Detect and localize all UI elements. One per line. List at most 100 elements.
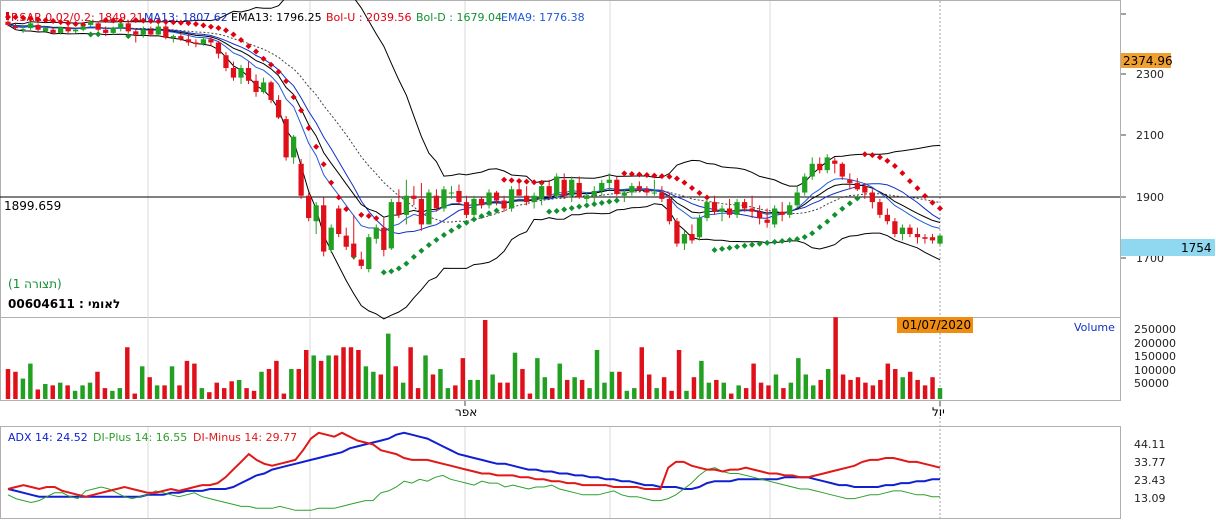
psar-dot	[132, 17, 139, 24]
candle-body	[764, 219, 770, 223]
psar-dot	[583, 202, 590, 209]
di-plus-legend-item: DI-Plus 14: 16.55	[93, 431, 187, 444]
volume-bar	[154, 385, 160, 399]
volume-bar	[199, 388, 205, 399]
psar-dot	[501, 176, 508, 183]
candle-body	[629, 186, 635, 193]
psar-dot	[816, 224, 823, 231]
volume-bar	[460, 358, 466, 399]
candle-body	[539, 186, 545, 199]
psar-dot	[711, 246, 718, 253]
volume-bar	[356, 349, 361, 399]
candle-body	[80, 26, 86, 30]
volume-bar	[564, 379, 570, 399]
psar-dot	[222, 27, 229, 34]
candle-body	[418, 198, 425, 225]
adx-tick: 23.43	[1134, 474, 1166, 487]
volume-bar	[438, 369, 443, 399]
volume-bar	[333, 355, 339, 399]
volume-bar	[229, 381, 234, 399]
psar-dot	[471, 216, 477, 223]
volume-bars	[5, 317, 943, 399]
volume-bar	[386, 333, 391, 399]
psar-dot	[613, 197, 620, 204]
volume-bar	[490, 374, 495, 399]
candle-body	[892, 221, 898, 235]
ema9-legend: EMA9: 1776.38	[501, 11, 585, 24]
candle-body	[343, 235, 349, 247]
candle-body	[178, 36, 184, 40]
candle-body	[306, 195, 312, 219]
volume-bar	[766, 385, 771, 399]
volume-bar	[848, 379, 853, 399]
psar-dot	[185, 20, 192, 27]
psar-dot	[365, 212, 372, 219]
candle-body	[794, 192, 800, 206]
volume-bar	[468, 379, 473, 399]
volume-bar	[139, 366, 145, 399]
volume-bar	[654, 388, 659, 399]
di-minus-line	[7, 431, 941, 498]
volume-bar	[117, 388, 123, 399]
candle-body	[50, 29, 56, 33]
volume-title: Volume	[1074, 321, 1115, 334]
psar-dot	[320, 161, 327, 168]
psar-dot	[418, 247, 425, 254]
candle-body	[659, 192, 665, 199]
candle-body	[569, 179, 575, 196]
psar-dot	[734, 243, 741, 250]
candle-body	[937, 235, 943, 244]
candle-body	[140, 29, 146, 35]
candle-body	[441, 189, 447, 209]
candle-body	[426, 192, 432, 225]
adx-lines	[7, 431, 941, 511]
candle-body	[336, 208, 342, 235]
candle-body	[839, 163, 845, 177]
volume-bar	[430, 374, 436, 399]
volume-bar	[870, 385, 876, 399]
volume-bar	[833, 317, 838, 399]
volume-bar	[326, 355, 331, 399]
candle-body	[403, 195, 409, 215]
adx-tick: 13.09	[1134, 492, 1166, 505]
volume-bar	[214, 382, 220, 399]
volume-bar	[408, 347, 413, 399]
volume-bar	[728, 393, 734, 399]
candle-body	[238, 68, 244, 78]
volume-bar	[304, 349, 309, 399]
psar-dot	[914, 185, 921, 192]
candle-body	[433, 195, 440, 209]
psar-dot	[50, 18, 57, 25]
psar-dot	[591, 201, 598, 208]
psar-dot	[764, 239, 771, 246]
pattern-label: (תצורה 1)	[8, 277, 62, 291]
volume-bar	[378, 374, 384, 399]
candle-body	[862, 186, 868, 193]
volume-bar	[482, 320, 488, 399]
candle-body	[275, 99, 282, 118]
candle-body	[411, 195, 417, 199]
volume-bar	[102, 388, 108, 399]
psar-dot	[899, 170, 906, 177]
candle-body	[35, 24, 41, 30]
psar-dot	[719, 245, 726, 252]
candle-body	[65, 27, 71, 32]
volume-bar	[609, 371, 615, 399]
psar-dot	[117, 17, 124, 24]
volume-bar	[572, 377, 577, 399]
psar-dot	[328, 179, 335, 186]
psar-dot	[313, 143, 320, 150]
volume-bar	[579, 379, 585, 399]
volume-bar	[706, 382, 712, 399]
candle-body	[508, 189, 515, 209]
candle-body	[42, 28, 49, 32]
candle-body	[298, 163, 304, 196]
candle-body	[20, 29, 26, 31]
volume-bar	[639, 347, 644, 399]
candle-body	[245, 68, 252, 81]
psar-dot	[268, 61, 275, 68]
psar-dot	[771, 238, 778, 245]
psar-dot	[516, 178, 523, 185]
candle-body	[456, 190, 462, 203]
